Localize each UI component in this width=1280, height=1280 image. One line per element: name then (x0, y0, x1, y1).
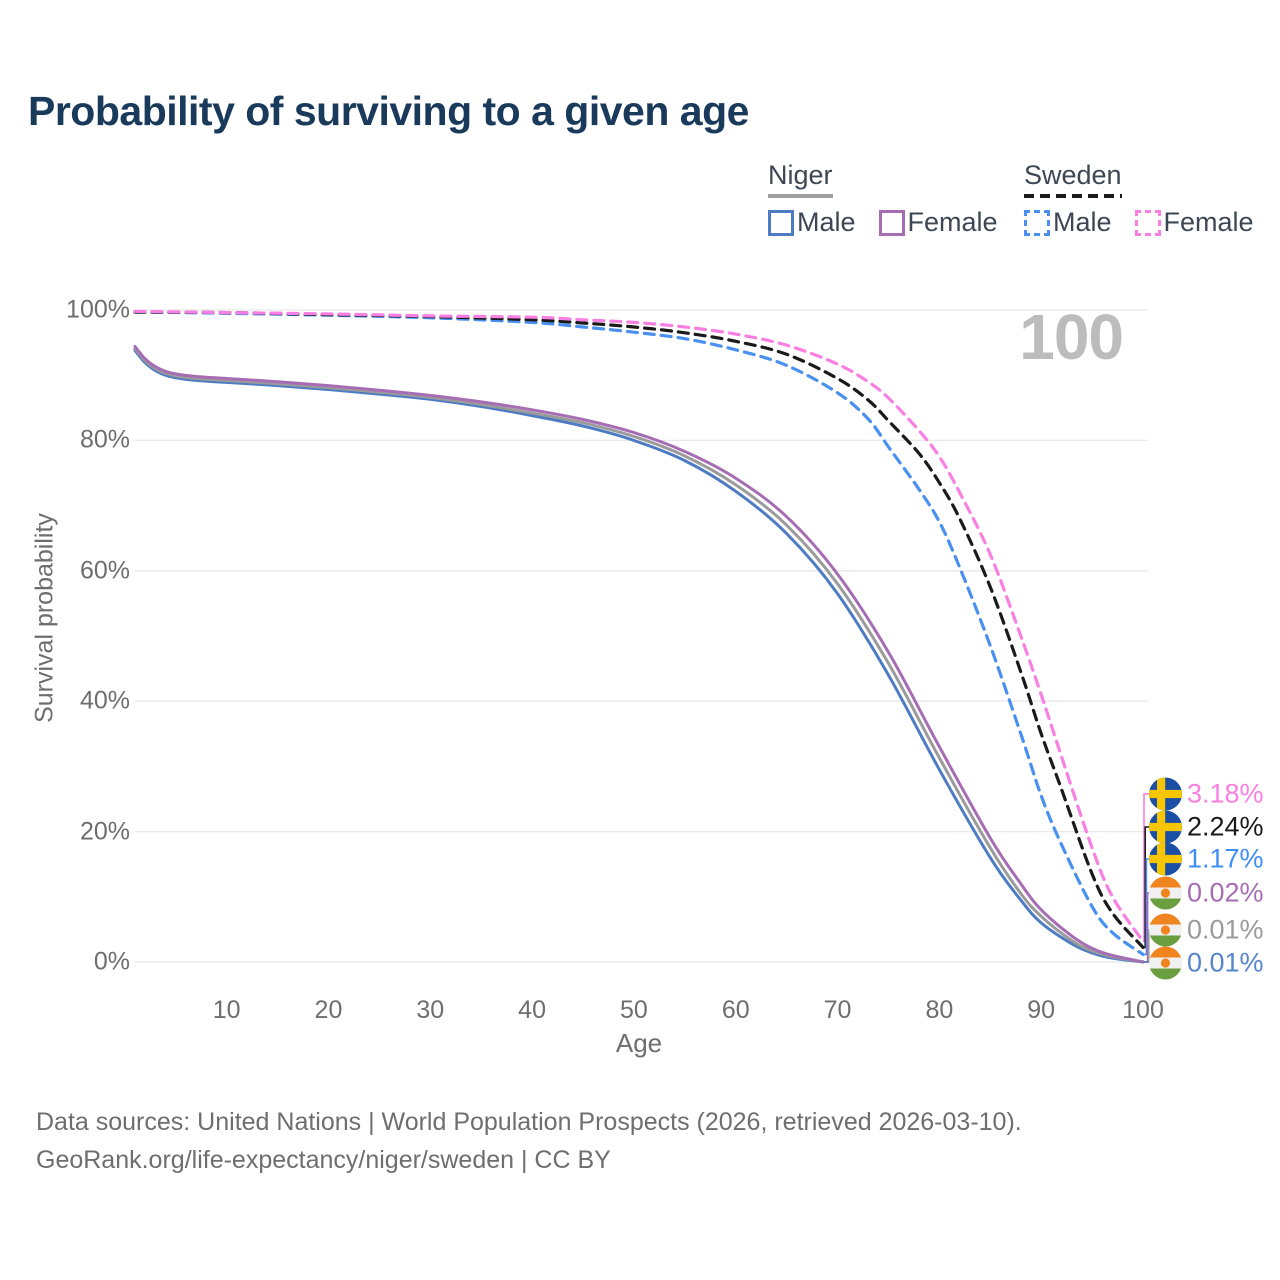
end-label-niger-female: 0.02% (1149, 876, 1264, 910)
niger-flag-icon (1149, 946, 1182, 980)
series-line-niger-female (133, 345, 1145, 964)
end-label-connector-sweden-female (1143, 793, 1151, 943)
x-tick-label-100: 100 (1122, 996, 1164, 1024)
chart-canvas (133, 309, 1151, 964)
legend-country-sweden[interactable]: Sweden (1024, 160, 1122, 198)
age-counter-watermark: 100 (1019, 301, 1124, 373)
series-line-sweden-male (133, 310, 1145, 956)
legend-country-label-sweden: Sweden (1024, 160, 1122, 190)
legend-item-label: Male (797, 207, 856, 237)
legend-group-niger: Niger Male Female (768, 160, 998, 238)
end-label-sweden-male: 1.17% (1149, 842, 1264, 876)
niger-flag-icon (1149, 876, 1182, 910)
legend-underline-sweden-dashed-key (1024, 194, 1122, 198)
sweden-flag-icon (1149, 842, 1182, 876)
sweden-flag-icon (1149, 810, 1182, 844)
end-value-sweden-all: 2.24% (1187, 811, 1264, 842)
x-tick-label-70: 70 (823, 996, 852, 1024)
y-tick-label-100: 100% (66, 295, 130, 324)
niger-flag-icon (1149, 913, 1182, 947)
legend-swatch-niger-female (878, 209, 905, 236)
x-axis-title: Age (615, 1028, 663, 1058)
end-label-niger-all: 0.01% (1149, 913, 1264, 947)
end-value-sweden-female: 3.18% (1187, 778, 1264, 809)
y-axis-title: Survival probability (30, 513, 59, 723)
y-tick-label-0: 0% (93, 947, 130, 976)
legend-underline-niger-solid-key (768, 194, 833, 198)
x-tick-label-50: 50 (620, 996, 648, 1024)
legend-item-label: Female (907, 207, 998, 237)
legend-item-niger-male[interactable]: Male (768, 207, 856, 238)
end-label-niger-male: 0.01% (1149, 946, 1264, 980)
series-line-niger-all (133, 347, 1145, 964)
x-tick-label-60: 60 (721, 996, 750, 1024)
chart-area: 100 Survival probability Age 0% 20% 40% 60%… (30, 295, 1264, 1059)
end-value-niger-female: 0.02% (1187, 877, 1264, 908)
series-line-niger-male (133, 348, 1145, 964)
x-tick-label-20: 20 (314, 996, 343, 1024)
x-tick-label-10: 10 (212, 996, 241, 1024)
x-tick-label-90: 90 (1027, 996, 1056, 1024)
legend-item-label: Female (1163, 207, 1254, 237)
legend-swatch-niger-male (768, 209, 794, 236)
x-tick-label-30: 30 (416, 996, 445, 1024)
y-tick-label-80: 80% (79, 425, 130, 454)
legend-country-label-niger: Niger (768, 160, 833, 190)
end-value-niger-all: 0.01% (1187, 914, 1264, 945)
series-line-sweden-female (133, 309, 1145, 943)
y-tick-label-20: 20% (79, 817, 130, 846)
legend-country-niger[interactable]: Niger (768, 160, 833, 198)
legend-items-sweden: Male Female (1024, 207, 1254, 238)
legend-swatch-sweden-female (1134, 209, 1161, 236)
y-tick-label-40: 40% (79, 686, 130, 715)
x-tick-label-40: 40 (518, 996, 546, 1024)
legend-group-sweden: Sweden Male Female (1024, 160, 1254, 238)
legend-swatch-sweden-male (1024, 209, 1050, 236)
end-value-niger-male: 0.01% (1187, 947, 1264, 978)
end-label-connector-sweden-all (1143, 826, 1151, 949)
y-tick-label-60: 60% (79, 556, 130, 585)
legend-item-niger-female[interactable]: Female (878, 207, 998, 238)
legend-item-sweden-female[interactable]: Female (1134, 207, 1254, 238)
page-title: Probability of surviving to a given age (28, 88, 749, 134)
x-tick-label-80: 80 (925, 996, 954, 1024)
end-label-sweden-female: 3.18% (1149, 777, 1264, 811)
end-value-sweden-male: 1.17% (1187, 843, 1264, 874)
attribution-note: GeoRank.org/life-expectancy/niger/sweden… (36, 1146, 611, 1174)
sweden-flag-icon (1149, 777, 1182, 811)
legend-item-sweden-male[interactable]: Male (1024, 207, 1112, 238)
footer: Data sources: United Nations | World Pop… (36, 1103, 1022, 1179)
legend-items-niger: Male Female (768, 207, 998, 238)
end-label-sweden-all: 2.24% (1149, 810, 1264, 844)
data-sources-note: Data sources: United Nations | World Pop… (36, 1108, 1022, 1136)
end-label-connector-sweden-male (1143, 858, 1151, 956)
legend-item-label: Male (1053, 207, 1112, 237)
